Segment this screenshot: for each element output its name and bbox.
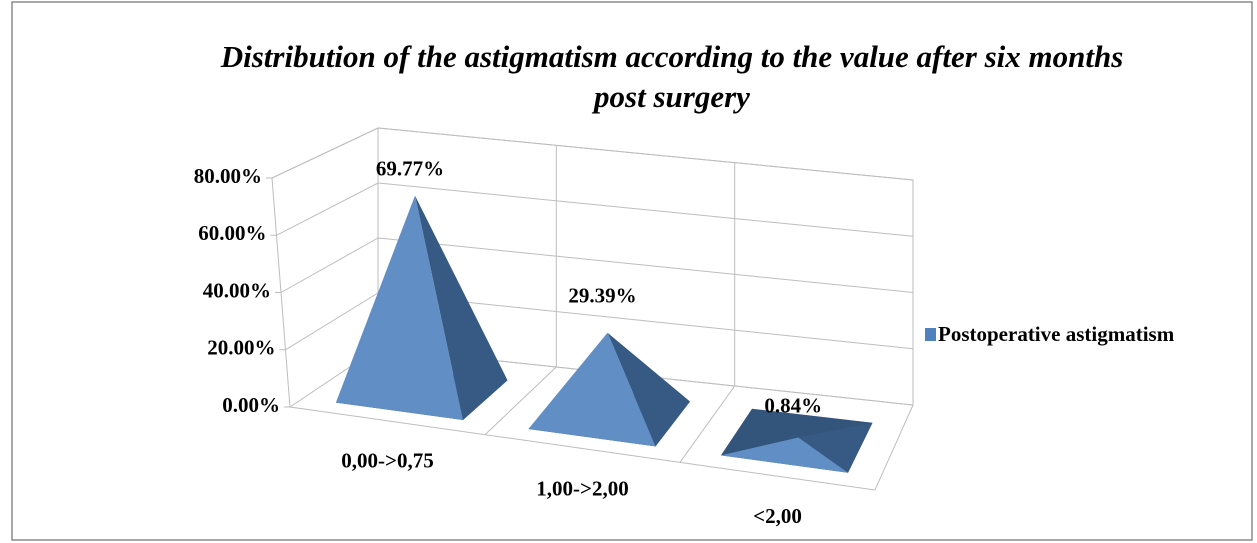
chart-title: Distribution of the astigmatism accordin… [220, 39, 1124, 74]
grid-line [271, 127, 914, 181]
title-part: Distribution of the astigmatism accordin… [220, 39, 1124, 74]
pyramid-right-face [798, 422, 873, 473]
grid-line [276, 182, 914, 237]
y-tick-label: 0.00% [222, 393, 280, 417]
pyramid [335, 195, 508, 420]
data-label: 0.84% [764, 393, 822, 417]
legend-label: Postoperative astigmatism [938, 322, 1175, 346]
y-tick-label: 80.00% [194, 164, 262, 188]
x-tick-label: 1,00->2,00 [536, 476, 628, 500]
pyramid [720, 408, 873, 473]
x-tick-label: <2,00 [753, 504, 802, 528]
chart-title-line2: post surgery [591, 79, 750, 114]
data-label: 29.39% [568, 284, 636, 308]
pyramid-right-face [415, 195, 508, 420]
pyramid-front-face [335, 195, 463, 420]
y-tick-label: 60.00% [198, 221, 266, 245]
data-label: 69.77% [376, 156, 444, 180]
grid-line [280, 237, 914, 293]
legend-swatch [925, 328, 936, 341]
chart-frame [11, 1, 1253, 541]
pyramid-right-face [607, 332, 690, 447]
title-part: post surgery [591, 79, 750, 114]
pyramid [528, 332, 690, 447]
y-tick-label: 40.00% [203, 278, 271, 302]
y-tick-label: 20.00% [207, 336, 275, 360]
pyramid-front-face [720, 437, 848, 473]
x-tick-label: 0,00->0,75 [341, 449, 433, 473]
pyramid-front-face [528, 332, 656, 447]
